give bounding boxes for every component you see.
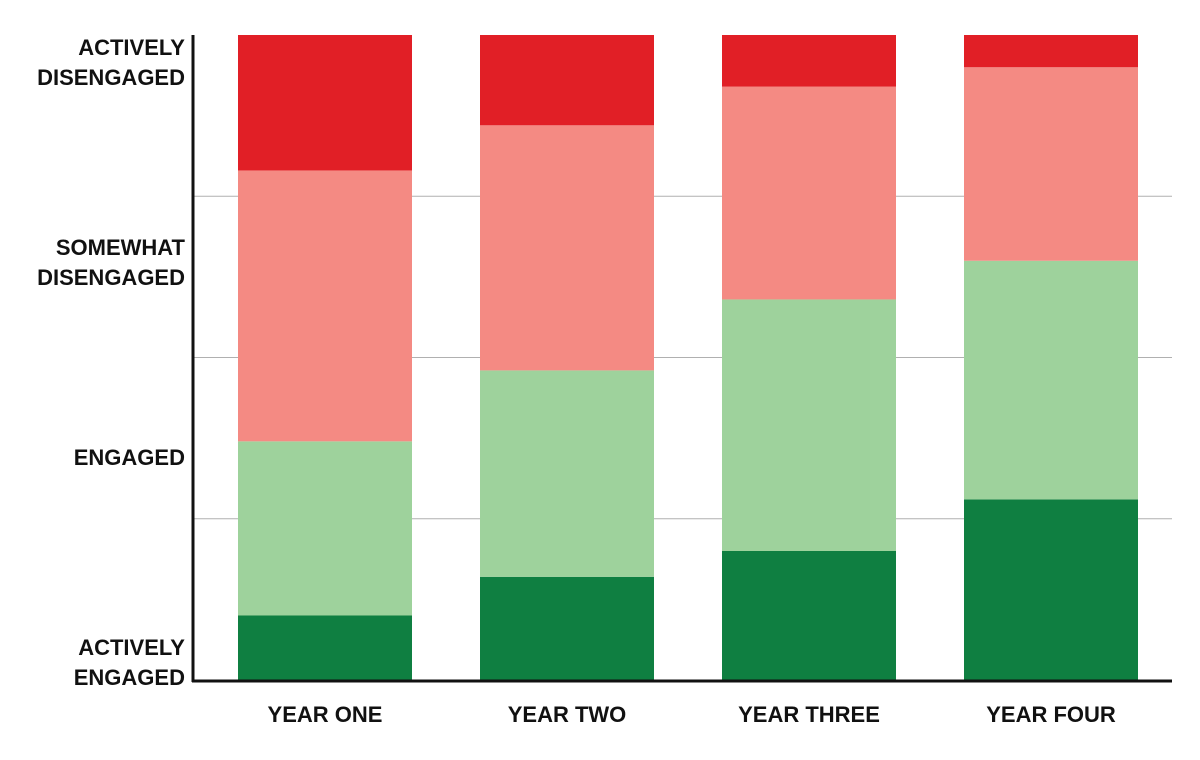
bar-segment <box>964 35 1138 68</box>
bar-segment <box>722 299 896 551</box>
bar-segment <box>238 441 412 616</box>
y-axis-label: ACTIVELY ENGAGED <box>73 635 185 690</box>
bar-segment <box>722 35 896 87</box>
bar-segment <box>964 499 1138 680</box>
y-axis-label: ACTIVELY DISENGAGED <box>37 35 185 90</box>
x-tick-label: YEAR ONE <box>268 702 383 727</box>
x-tick-label: YEAR FOUR <box>986 702 1116 727</box>
bar-segment <box>238 35 412 171</box>
bar-segment <box>480 125 654 371</box>
y-axis-label: ENGAGED <box>73 445 185 470</box>
bar-segment <box>238 615 412 680</box>
bar-segment <box>722 86 896 300</box>
x-tick-label: YEAR TWO <box>508 702 627 727</box>
y-axis-label: SOMEWHAT DISENGAGED <box>37 235 185 290</box>
bar-segment <box>722 551 896 680</box>
bar-segment <box>964 67 1138 261</box>
bar-segment <box>480 35 654 126</box>
bar-segment <box>238 170 412 442</box>
x-tick-label: YEAR THREE <box>738 702 880 727</box>
bar-segment <box>480 370 654 577</box>
bar-segment <box>480 576 654 680</box>
bar-segment <box>964 260 1138 500</box>
